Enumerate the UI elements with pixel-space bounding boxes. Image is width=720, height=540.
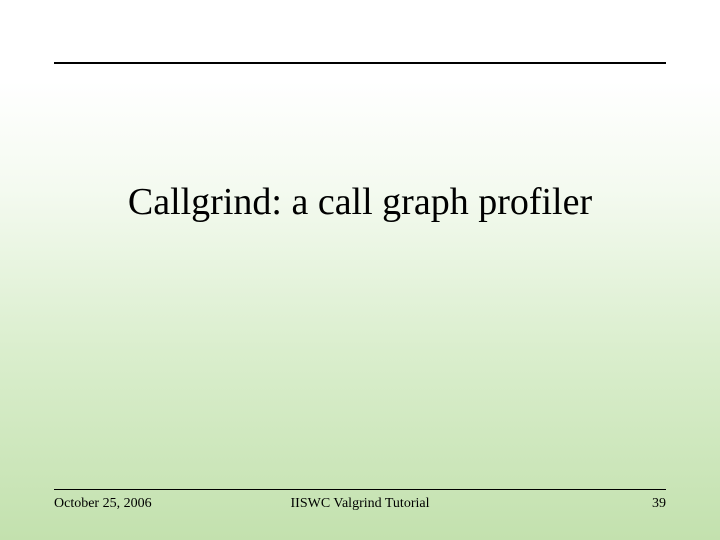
top-divider bbox=[54, 62, 666, 64]
footer-page-number: 39 bbox=[652, 496, 666, 512]
slide: Callgrind: a call graph profiler October… bbox=[0, 0, 720, 540]
bottom-divider bbox=[54, 489, 666, 490]
footer: October 25, 2006 IISWC Valgrind Tutorial… bbox=[54, 496, 666, 520]
slide-title: Callgrind: a call graph profiler bbox=[0, 180, 720, 224]
footer-center: IISWC Valgrind Tutorial bbox=[54, 496, 666, 512]
